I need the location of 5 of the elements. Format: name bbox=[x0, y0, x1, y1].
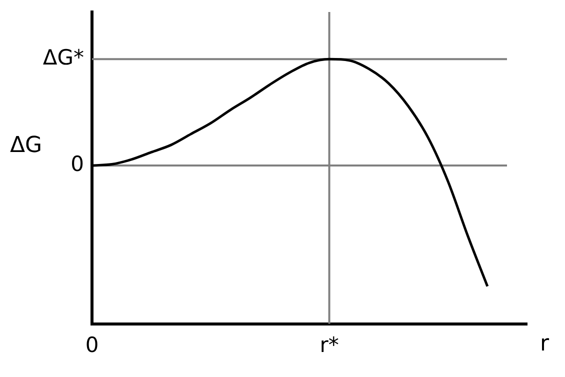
y-axis-title: ΔG bbox=[10, 132, 42, 158]
ref-line-label: 0 bbox=[70, 152, 84, 176]
x-axis-title: r bbox=[540, 332, 550, 357]
x-tick-label: r* bbox=[320, 332, 339, 357]
ref-line-label: ΔG* bbox=[42, 46, 84, 70]
